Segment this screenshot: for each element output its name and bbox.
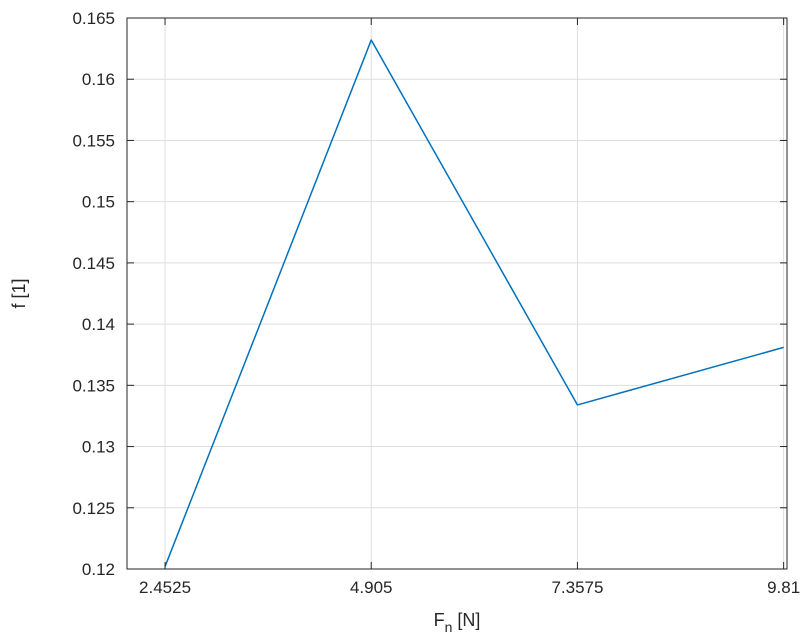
y-tick-label: 0.14 xyxy=(82,315,115,334)
x-axis-label-subscript: n xyxy=(445,619,453,635)
y-axis-label: f [1] xyxy=(9,278,29,308)
x-axis-label-unit: [N] xyxy=(457,610,480,630)
tick-marks xyxy=(127,17,787,570)
y-tick-label: 0.135 xyxy=(72,376,115,395)
y-tick-labels: 0.12 0.125 0.13 0.135 0.14 0.145 0.15 0.155 0.16… xyxy=(72,9,115,579)
series-layer xyxy=(164,39,784,567)
y-tick-label: 0.16 xyxy=(82,70,115,89)
x-tick-label: 7.3575 xyxy=(551,578,603,597)
x-tick-label: 2.4525 xyxy=(139,578,191,597)
x-axis-label: Fn [N] xyxy=(434,610,481,635)
y-tick-label: 0.165 xyxy=(72,9,115,28)
y-tick-label: 0.125 xyxy=(72,499,115,518)
y-tick-label: 0.13 xyxy=(82,438,115,457)
grid xyxy=(127,17,787,570)
plot-area-frame xyxy=(126,17,788,570)
x-axis-label-main: F xyxy=(434,610,445,630)
x-tick-label: 4.905 xyxy=(350,578,393,597)
x-tick-labels: 2.4525 4.905 7.3575 9.81 xyxy=(139,578,800,597)
x-tick-label: 9.81 xyxy=(767,578,800,597)
y-tick-label: 0.12 xyxy=(82,560,115,579)
series-line xyxy=(164,39,784,567)
y-tick-label: 0.145 xyxy=(72,254,115,273)
y-tick-label: 0.15 xyxy=(82,193,115,212)
y-tick-label: 0.155 xyxy=(72,131,115,150)
